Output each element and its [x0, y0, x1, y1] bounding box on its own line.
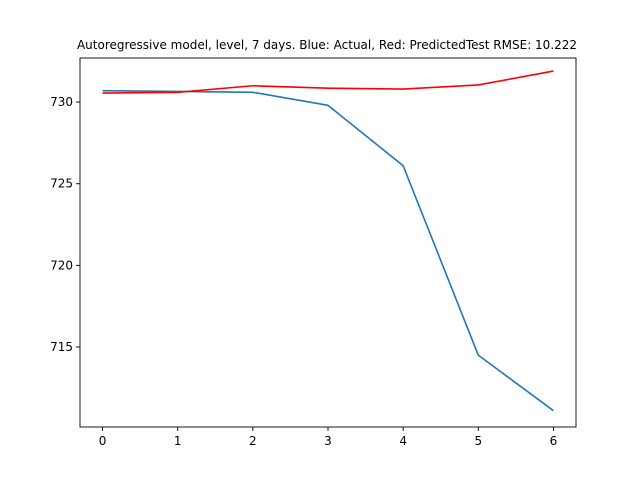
plot-area: 0 1 2 3 4 5 6 715 720 725 730 [50, 57, 577, 448]
x-tick-label: 0 [99, 434, 107, 448]
x-tick-label: 5 [474, 434, 482, 448]
x-tick-label: 3 [324, 434, 332, 448]
x-tick-label: 4 [399, 434, 407, 448]
y-tick-label: 725 [50, 177, 73, 191]
series-line-actual [102, 89, 554, 412]
y-tick-label: 730 [50, 95, 73, 109]
chart-title: Autoregressive model, level, 7 days. Blu… [77, 38, 577, 52]
x-tick-label: 6 [550, 434, 558, 448]
x-tick-label: 2 [249, 434, 257, 448]
y-tick-label: 720 [50, 258, 73, 272]
x-tick-label: 1 [174, 434, 182, 448]
y-tick-label: 715 [50, 340, 73, 354]
series-line-predicted [102, 70, 554, 94]
